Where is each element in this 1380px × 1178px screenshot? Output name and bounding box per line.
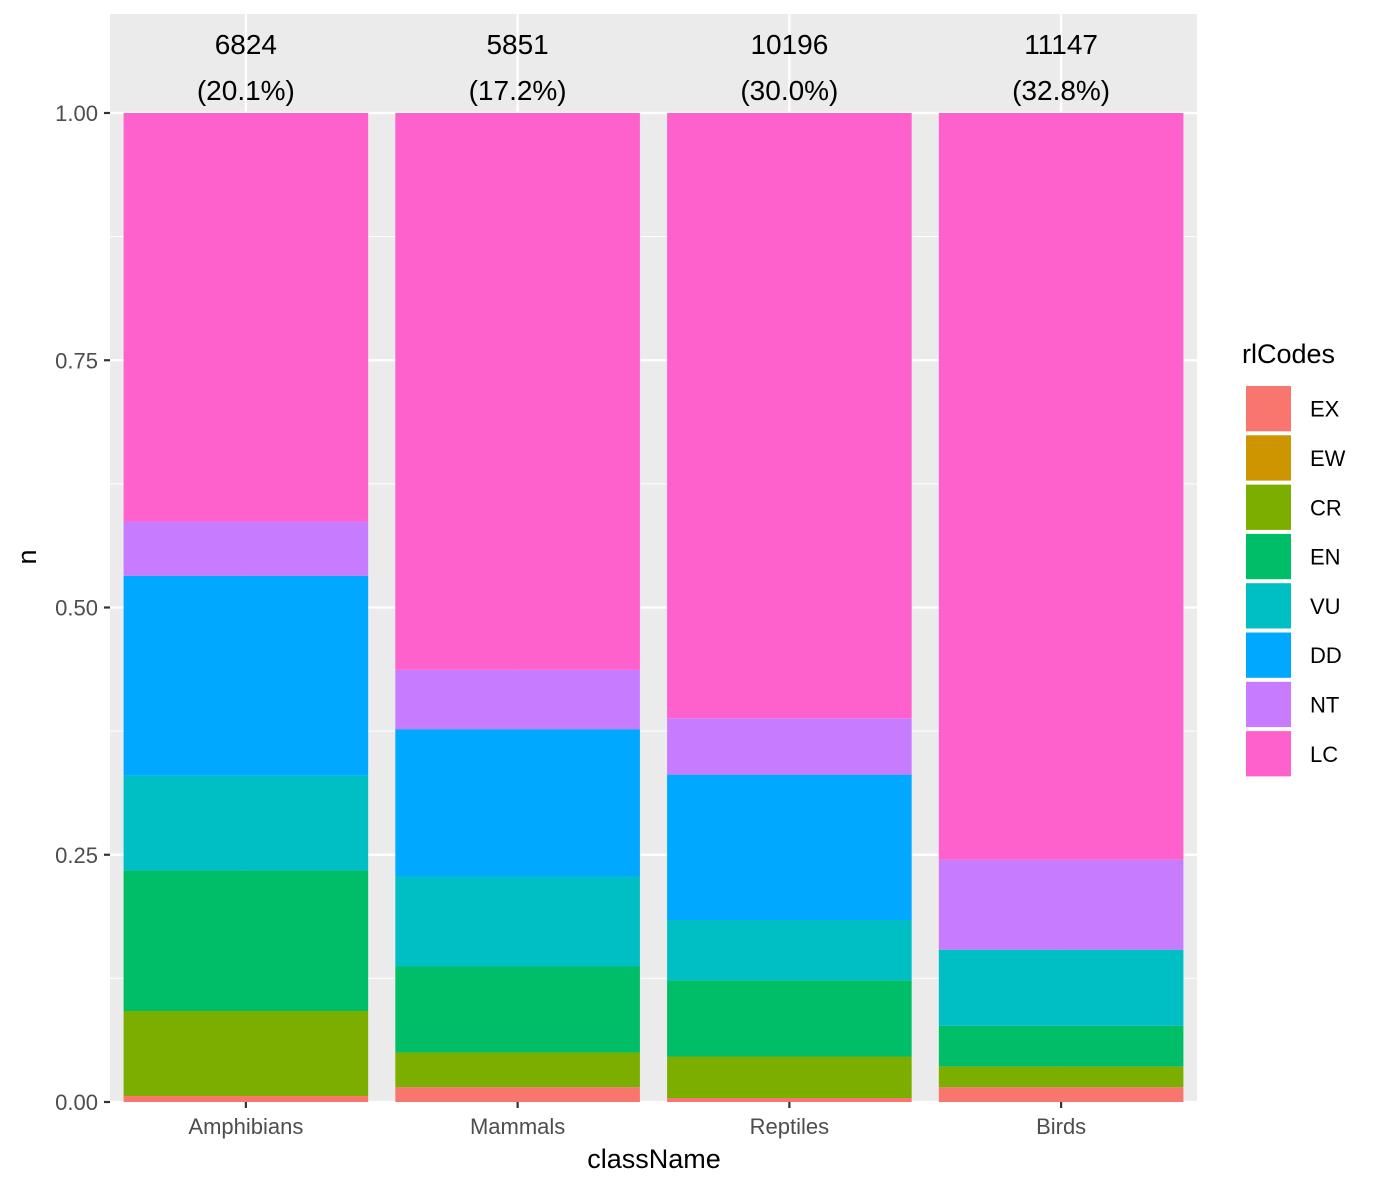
bar-segment-nt-birds bbox=[938, 859, 1184, 950]
legend-label-nt: NT bbox=[1310, 692, 1339, 717]
bar-segment-vu-mammals bbox=[395, 876, 640, 967]
legend-key-cr bbox=[1246, 484, 1291, 530]
bar-percent-label: (17.2%) bbox=[469, 75, 567, 106]
bar-segment-vu-amphibians bbox=[123, 775, 369, 871]
legend-title: rlCodes bbox=[1242, 339, 1335, 369]
bar-total-label: 5851 bbox=[486, 29, 548, 60]
bar-segment-lc-birds bbox=[938, 113, 1184, 860]
bar-segment-ex-birds bbox=[938, 1087, 1184, 1102]
x-tick-label: Mammals bbox=[470, 1114, 565, 1139]
x-tick-label: Reptiles bbox=[750, 1114, 829, 1139]
bar-segment-en-amphibians bbox=[123, 870, 369, 1012]
bars-group bbox=[123, 113, 1184, 1102]
y-tick-label: 0.25 bbox=[55, 843, 98, 868]
bar-segment-lc-mammals bbox=[395, 113, 640, 670]
legend-label-vu: VU bbox=[1310, 594, 1341, 619]
legend-key-nt bbox=[1246, 681, 1291, 728]
bar-segment-dd-mammals bbox=[395, 729, 640, 877]
bar-segment-en-reptiles bbox=[667, 980, 912, 1057]
bar-segment-ex-mammals bbox=[395, 1087, 640, 1102]
bar-segment-ex-amphibians bbox=[123, 1096, 369, 1102]
legend: rlCodes EX EW CR EN VU DD NT LC bbox=[1242, 339, 1346, 779]
bar-segment-cr-birds bbox=[938, 1066, 1184, 1088]
legend-label-en: EN bbox=[1310, 545, 1341, 570]
bar-total-label: 6824 bbox=[215, 29, 277, 60]
bar-total-label: 10196 bbox=[750, 29, 828, 60]
bar-labels-group: 6824 (20.1%) 5851 (17.2%) 10196 (30.0%) 11147 (… bbox=[197, 29, 1110, 106]
legend-key-en bbox=[1246, 533, 1291, 580]
bar-percent-label: (32.8%) bbox=[1012, 75, 1110, 106]
x-tick-label: Birds bbox=[1036, 1114, 1086, 1139]
bar-segment-en-mammals bbox=[395, 966, 640, 1053]
bar-segment-cr-reptiles bbox=[667, 1056, 912, 1099]
bar-segment-dd-reptiles bbox=[667, 774, 912, 921]
bar-segment-en-birds bbox=[938, 1025, 1184, 1067]
y-axis: 0.00 0.25 0.50 0.75 1.00 bbox=[55, 101, 110, 1115]
legend-key-lc bbox=[1246, 731, 1291, 777]
x-tick-label: Amphibians bbox=[188, 1114, 303, 1139]
x-axis-title: className bbox=[587, 1144, 721, 1174]
bar-percent-label: (30.0%) bbox=[740, 75, 838, 106]
legend-label-lc: LC bbox=[1310, 742, 1338, 767]
bar-segment-ex-reptiles bbox=[667, 1098, 912, 1102]
bar-segment-lc-amphibians bbox=[123, 113, 369, 522]
bar-segment-nt-reptiles bbox=[667, 718, 912, 775]
x-axis: Amphibians Mammals Reptiles Birds bbox=[188, 1102, 1086, 1139]
legend-key-ex bbox=[1246, 386, 1291, 432]
bar-segment-dd-amphibians bbox=[123, 575, 369, 776]
legend-label-cr: CR bbox=[1310, 495, 1342, 520]
bar-segment-vu-birds bbox=[938, 949, 1184, 1026]
bar-percent-label: (20.1%) bbox=[197, 75, 295, 106]
bar-segment-vu-reptiles bbox=[667, 920, 912, 981]
y-tick-label: 1.00 bbox=[55, 101, 98, 126]
legend-label-dd: DD bbox=[1310, 643, 1342, 668]
y-axis-title: n bbox=[12, 549, 42, 564]
y-tick-label: 0.50 bbox=[55, 596, 98, 621]
bar-segment-lc-reptiles bbox=[667, 113, 912, 719]
bar-segment-nt-amphibians bbox=[123, 521, 369, 576]
bar-segment-nt-mammals bbox=[395, 669, 640, 730]
y-tick-label: 0.75 bbox=[55, 348, 98, 373]
bar-segment-cr-amphibians bbox=[123, 1011, 369, 1097]
legend-key-ew bbox=[1246, 435, 1291, 481]
bar-segment-cr-mammals bbox=[395, 1052, 640, 1088]
legend-label-ex: EX bbox=[1310, 397, 1340, 422]
legend-key-vu bbox=[1246, 583, 1291, 629]
legend-label-ew: EW bbox=[1310, 446, 1346, 471]
y-tick-label: 0.00 bbox=[55, 1090, 98, 1115]
bar-total-label: 11147 bbox=[1024, 29, 1098, 60]
legend-key-dd bbox=[1246, 632, 1291, 678]
